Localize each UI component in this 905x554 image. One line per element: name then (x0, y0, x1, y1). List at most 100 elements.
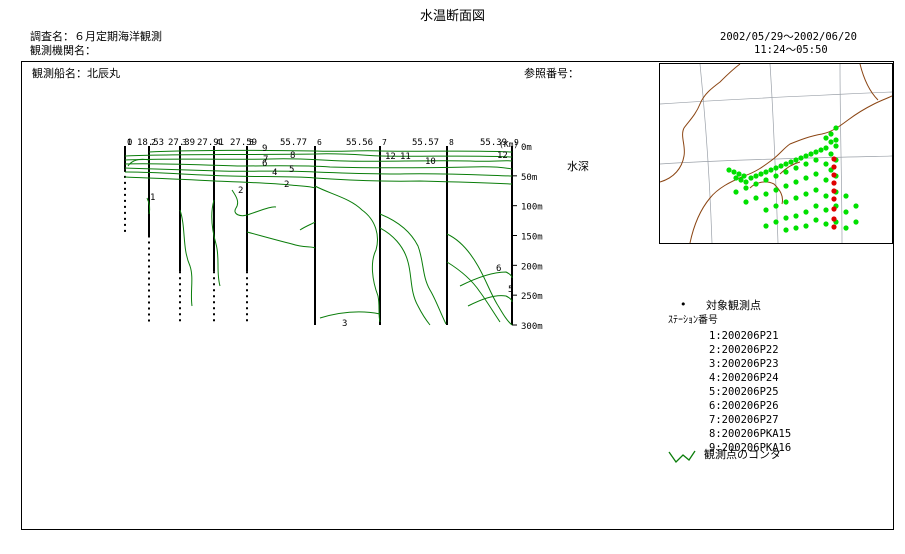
depth-tick-label: 100m (521, 203, 543, 213)
depth-tick-label: 0m (521, 143, 532, 153)
contour-line (211, 199, 221, 287)
map-graticule (699, 63, 713, 244)
station-dot (793, 179, 799, 185)
station-dot (783, 183, 789, 189)
station-dot (843, 209, 849, 215)
station-dot (763, 169, 769, 175)
depth-tick-label: 300m (521, 322, 543, 332)
survey-name: 調査名：６月定期海洋観測 (30, 30, 162, 43)
station-dot (743, 199, 749, 205)
ship-name: 観測船名：北辰丸 (32, 67, 120, 80)
legend-station-item: 4:200206P24 (709, 372, 779, 384)
depth-tick-label: 250m (521, 292, 543, 302)
station-dot (813, 203, 819, 209)
station-dot (788, 159, 794, 165)
selected-station-dot (831, 216, 837, 222)
selected-station-dot (831, 206, 837, 212)
station-dot (798, 155, 804, 161)
station-dot (773, 203, 779, 209)
station-dot (758, 171, 764, 177)
station-dot (828, 151, 834, 157)
contour-line (379, 227, 431, 326)
contour-value-label: 9 (262, 144, 267, 154)
station-dot (808, 151, 814, 157)
agency-name: 観測機関名： (30, 44, 96, 57)
station-dot (783, 199, 789, 205)
contour-value-label: 7 (263, 155, 268, 165)
contour-line (246, 231, 316, 249)
depth-tick-label: 200m (521, 262, 543, 272)
station-dot (823, 193, 829, 199)
station-dot (803, 161, 809, 167)
station-dot (763, 223, 769, 229)
legend-station-item: 7:200206P27 (709, 414, 779, 426)
contour-value-label: 3 (342, 319, 347, 329)
contour-line (231, 189, 277, 217)
station-dot (783, 169, 789, 175)
contour-value-label: 8 (290, 151, 295, 161)
contour-line (124, 163, 513, 170)
station-dot (773, 187, 779, 193)
station-dot (803, 191, 809, 197)
station-distance-label: 18.53 (137, 138, 164, 148)
contour-line (459, 271, 513, 287)
station-dot (813, 187, 819, 193)
station-number-label: 5 (249, 138, 254, 147)
station-dot (843, 193, 849, 199)
contour-line (314, 185, 381, 323)
station-dot (743, 185, 749, 191)
legend-point-label: 対象観測点 (706, 299, 761, 312)
map-coastline (779, 161, 801, 175)
selected-station-dot (831, 180, 837, 186)
contour-value-label: 5 (289, 165, 294, 175)
contour-line (179, 209, 193, 307)
contour-line (124, 153, 513, 158)
contour-line (446, 233, 513, 326)
km-unit-label: (Km) (499, 140, 519, 149)
contour-value-label: 6 (496, 264, 501, 274)
station-dot (828, 139, 834, 145)
station-dot (823, 135, 829, 141)
station-number-label: 4 (216, 138, 221, 147)
contour-line (319, 311, 381, 319)
legend-station-item: 8:200206PKA15 (709, 428, 792, 440)
selected-station-dot (831, 156, 837, 162)
contour-value-label: 1 (150, 193, 155, 203)
map-coastline (859, 63, 879, 101)
contour-line (379, 213, 447, 325)
station-dot (813, 149, 819, 155)
station-dot (733, 189, 739, 195)
station-dot (763, 207, 769, 213)
contour-value-label: 12 (497, 151, 508, 161)
station-dot (753, 195, 759, 201)
station-distance-label: 27.91 (197, 138, 224, 148)
contour-line (127, 158, 150, 167)
station-dot (823, 207, 829, 213)
legend-station-item: 2:200206P22 (709, 344, 779, 356)
station-dot (773, 165, 779, 171)
legend-station-header: ｽﾃｰｼｮﾝ番号 (668, 315, 718, 326)
station-number-label: 8 (449, 138, 454, 147)
station-dot (753, 181, 759, 187)
contour-value-label: 11 (400, 152, 411, 162)
chart-frame (21, 61, 894, 530)
station-dot (726, 167, 732, 173)
selected-station-dot (831, 224, 837, 230)
y-axis-label: 水深 (567, 160, 589, 173)
station-dot (748, 175, 754, 181)
selected-station-dot (831, 196, 837, 202)
station-dot (803, 209, 809, 215)
station-dot (753, 173, 759, 179)
station-dot (783, 227, 789, 233)
contour-line (146, 197, 151, 215)
station-dot (731, 169, 737, 175)
station-distance-label: 0 (127, 138, 132, 148)
contour-value-label: 6 (262, 159, 267, 169)
contour-value-label: 10 (425, 157, 436, 167)
depth-tick-label: 50m (521, 173, 537, 183)
station-dot (733, 175, 739, 181)
station-dot (773, 219, 779, 225)
station-dot (803, 175, 809, 181)
contour-value-label: 2 (238, 186, 243, 196)
